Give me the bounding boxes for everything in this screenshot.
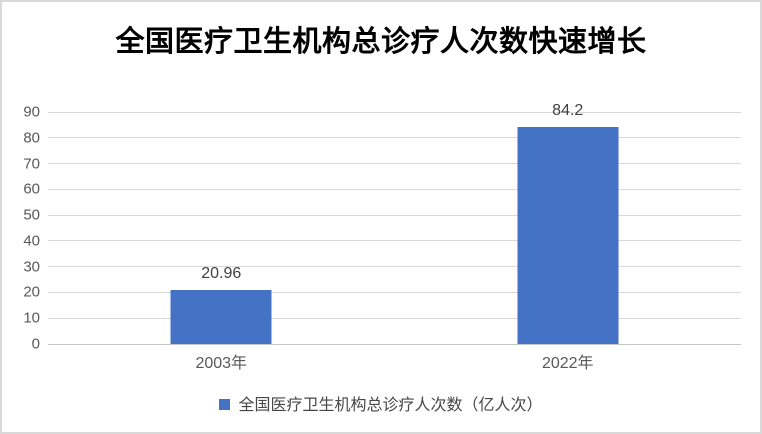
y-tick-label-80: 80 (23, 129, 40, 147)
y-tick-label-70: 70 (23, 155, 40, 173)
y-axis: 0 10 20 30 40 50 60 70 80 90 (2, 105, 40, 352)
gridline-40 (48, 240, 741, 242)
y-tick-label-60: 60 (23, 180, 40, 198)
y-tick-label-50: 50 (23, 206, 40, 224)
gridline-70 (48, 163, 741, 165)
plot-area: 20.96 84.2 (48, 102, 741, 345)
chart-title: 全国医疗卫生机构总诊疗人次数快速增长 (115, 26, 647, 58)
gridline-20 (48, 291, 741, 293)
y-tick-label-40: 40 (23, 232, 40, 250)
legend: 全国医疗卫生机构总诊疗人次数（亿人次） (2, 395, 760, 414)
bar-slot-2022年: 84.2 (517, 102, 619, 344)
legend-swatch-icon (219, 399, 231, 411)
y-tick-label-90: 90 (23, 103, 40, 121)
x-tick-label-2003年: 2003年 (195, 355, 248, 372)
gridline-30 (48, 266, 741, 268)
gridline-50 (48, 214, 741, 216)
bar-slot-2003年: 20.96 (170, 112, 272, 344)
x-axis: 2003年 2022年 (48, 354, 741, 376)
legend-label: 全国医疗卫生机构总诊疗人次数（亿人次） (238, 395, 543, 414)
gridline-10 (48, 317, 741, 319)
gridline-90 (48, 111, 741, 113)
y-tick-label-0: 0 (31, 335, 40, 353)
gridline-0 (48, 343, 741, 345)
data-label-2003年: 20.96 (201, 264, 242, 282)
bar-2003年 (170, 289, 272, 344)
x-tick-label-2022年: 2022年 (541, 355, 594, 372)
data-label-2022年: 84.2 (552, 101, 584, 119)
gridline-60 (48, 188, 741, 190)
bar-2022年 (517, 126, 619, 344)
gridline-80 (48, 137, 741, 139)
y-tick-label-20: 20 (23, 283, 40, 301)
y-tick-label-10: 10 (23, 309, 40, 327)
y-tick-label-30: 30 (23, 258, 40, 276)
